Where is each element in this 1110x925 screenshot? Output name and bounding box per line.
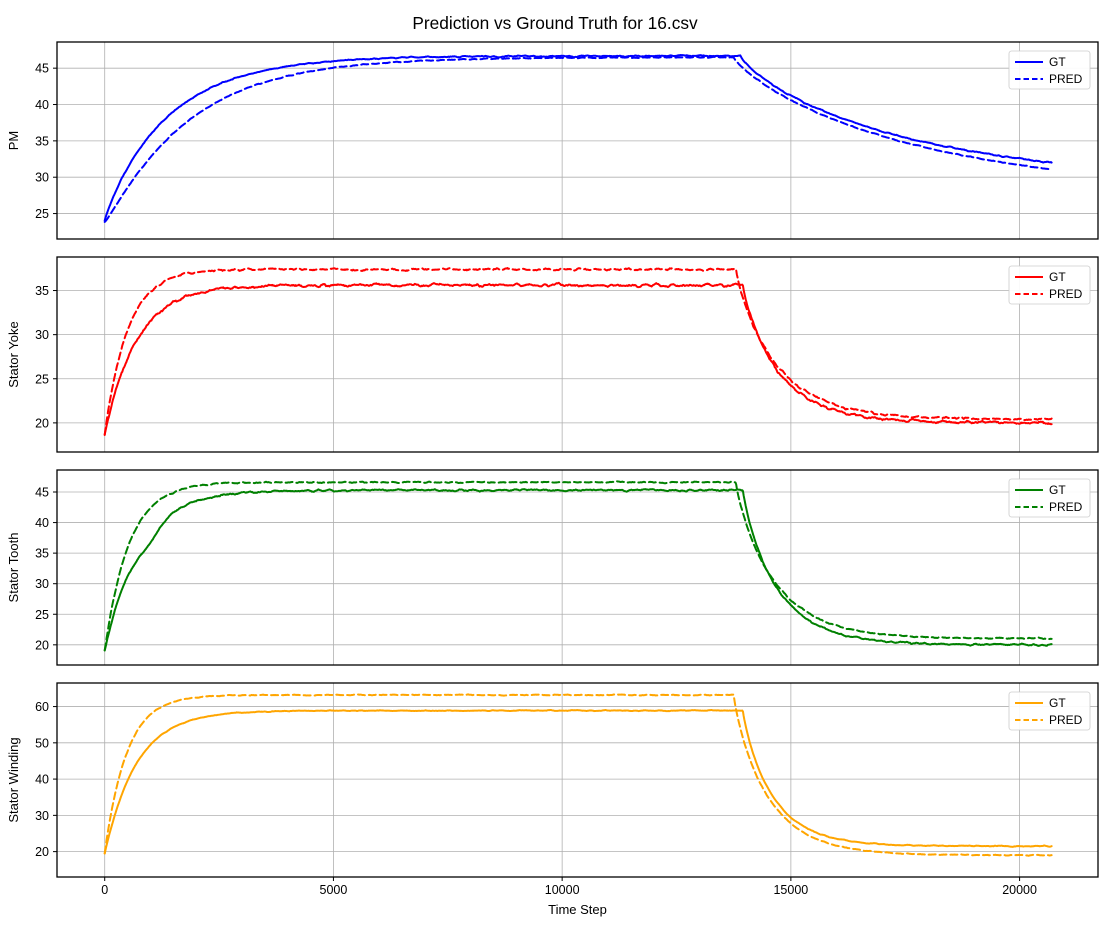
svg-text:60: 60 <box>35 700 49 714</box>
svg-text:PRED: PRED <box>1049 72 1083 86</box>
svg-text:40: 40 <box>35 773 49 787</box>
svg-text:PRED: PRED <box>1049 500 1083 514</box>
svg-text:GT: GT <box>1049 483 1066 497</box>
svg-text:30: 30 <box>35 809 49 823</box>
svg-text:Stator Yoke: Stator Yoke <box>6 321 21 388</box>
svg-text:GT: GT <box>1049 55 1066 69</box>
svg-text:GT: GT <box>1049 270 1066 284</box>
svg-text:GT: GT <box>1049 696 1066 710</box>
svg-text:25: 25 <box>35 608 49 622</box>
svg-text:0: 0 <box>101 883 108 897</box>
svg-text:5000: 5000 <box>320 883 348 897</box>
svg-text:20: 20 <box>35 845 49 859</box>
svg-text:40: 40 <box>35 516 49 530</box>
svg-text:25: 25 <box>35 372 49 386</box>
svg-text:35: 35 <box>35 284 49 298</box>
svg-text:Prediction vs Ground Truth for: Prediction vs Ground Truth for 16.csv <box>412 13 698 33</box>
svg-text:30: 30 <box>35 577 49 591</box>
svg-text:25: 25 <box>35 207 49 221</box>
svg-text:35: 35 <box>35 134 49 148</box>
svg-text:10000: 10000 <box>545 883 580 897</box>
svg-text:30: 30 <box>35 171 49 185</box>
svg-text:45: 45 <box>35 486 49 500</box>
svg-text:Stator Tooth: Stator Tooth <box>6 533 21 603</box>
svg-text:35: 35 <box>35 547 49 561</box>
svg-text:PRED: PRED <box>1049 287 1083 301</box>
svg-text:50: 50 <box>35 736 49 750</box>
svg-text:Time Step: Time Step <box>548 902 607 917</box>
svg-text:20000: 20000 <box>1002 883 1037 897</box>
svg-text:30: 30 <box>35 328 49 342</box>
svg-text:PM: PM <box>6 131 21 151</box>
svg-text:PRED: PRED <box>1049 713 1083 727</box>
svg-text:20: 20 <box>35 416 49 430</box>
svg-text:40: 40 <box>35 98 49 112</box>
svg-text:15000: 15000 <box>773 883 808 897</box>
svg-text:45: 45 <box>35 62 49 76</box>
svg-text:Stator Winding: Stator Winding <box>6 737 21 822</box>
svg-text:20: 20 <box>35 638 49 652</box>
